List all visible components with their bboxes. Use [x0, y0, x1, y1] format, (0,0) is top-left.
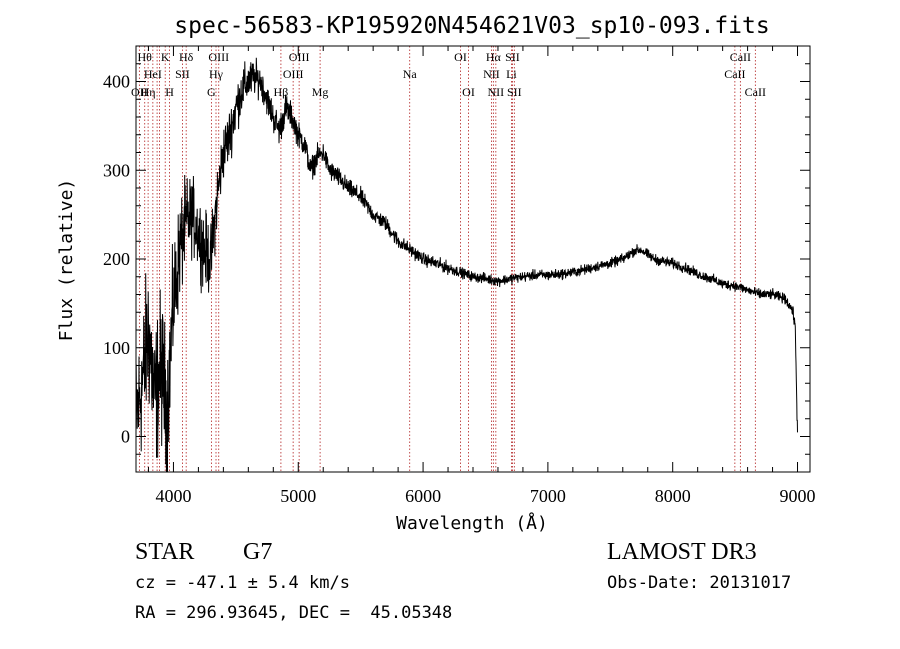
object-subclass: G7	[243, 539, 273, 565]
spectral-line-label: HeI	[144, 67, 162, 81]
spectral-line-label: OI	[454, 50, 467, 64]
y-tick-label: 100	[103, 338, 130, 358]
spectral-line-label: OII	[131, 85, 148, 99]
survey-name: LAMOST DR3	[607, 539, 757, 565]
spectral-line-label: CaII	[745, 85, 766, 99]
obs-date-text: Obs-Date: 20131017	[607, 573, 792, 593]
x-axis: 4000 5000 6000 7000 8000 9000	[147, 46, 816, 506]
spectral-line-markers	[138, 46, 756, 472]
spectral-line-label: SII	[507, 85, 522, 99]
spectrum-line	[135, 57, 798, 473]
spectral-line-label: NII	[483, 67, 500, 81]
y-tick-label: 400	[103, 72, 130, 92]
x-tick-label: 5000	[280, 486, 316, 506]
x-tick-label: 6000	[405, 486, 441, 506]
spectral-line-label: Hβ	[274, 85, 289, 99]
spectral-line-label: Hα	[486, 50, 502, 64]
spectral-line-label: CaII	[724, 67, 745, 81]
spectral-line-label: OIII	[283, 67, 304, 81]
spectral-line-label: OI	[462, 85, 475, 99]
y-axis: 0 100 200 300 400	[103, 63, 810, 455]
spectral-line-label: Li	[506, 67, 517, 81]
spectral-line-label: K	[161, 50, 170, 64]
x-tick-label: 9000	[780, 486, 816, 506]
spectral-line-label: SII	[505, 50, 520, 64]
x-tick-label: 8000	[655, 486, 691, 506]
y-tick-label: 200	[103, 249, 130, 269]
plot-frame	[135, 45, 811, 473]
x-tick-label: 4000	[155, 486, 191, 506]
y-tick-label: 0	[121, 427, 130, 447]
spectral-line-label: OIII	[289, 50, 310, 64]
y-tick-label: 300	[103, 160, 130, 180]
object-class: STAR	[135, 539, 195, 565]
x-axis-label: Wavelength (Å)	[396, 512, 548, 534]
x-tick-label: 7000	[530, 486, 566, 506]
spectral-line-label: G	[207, 85, 216, 99]
spectral-line-label: Hδ	[179, 50, 194, 64]
chart-title: spec-56583-KP195920N454621V03_sp10-093.f…	[174, 13, 769, 39]
spectral-line-label: Hη	[141, 85, 156, 99]
coordinates-text: RA = 296.93645, DEC = 45.05348	[135, 603, 453, 623]
y-axis-label: Flux (relative)	[56, 179, 77, 342]
spectral-line-label: Na	[403, 67, 418, 81]
spectral-line-label: CaII	[730, 50, 751, 64]
spectral-line-label: Hγ	[209, 67, 224, 81]
spectral-line-label: H	[165, 85, 174, 99]
spectral-line-label: Hθ	[138, 50, 153, 64]
spectral-line-label: NII	[488, 85, 505, 99]
spectral-line-label: OIII	[208, 50, 229, 64]
spectral-line-labels: OIIHθHηHeIKHSIIHδGHγOIIIHβOIIIOIIIMgNaOI…	[131, 50, 766, 99]
spectral-line-label: Mg	[312, 85, 329, 99]
spectral-line-label: SII	[175, 67, 190, 81]
redshift-text: cz = -47.1 ± 5.4 km/s	[135, 573, 350, 593]
